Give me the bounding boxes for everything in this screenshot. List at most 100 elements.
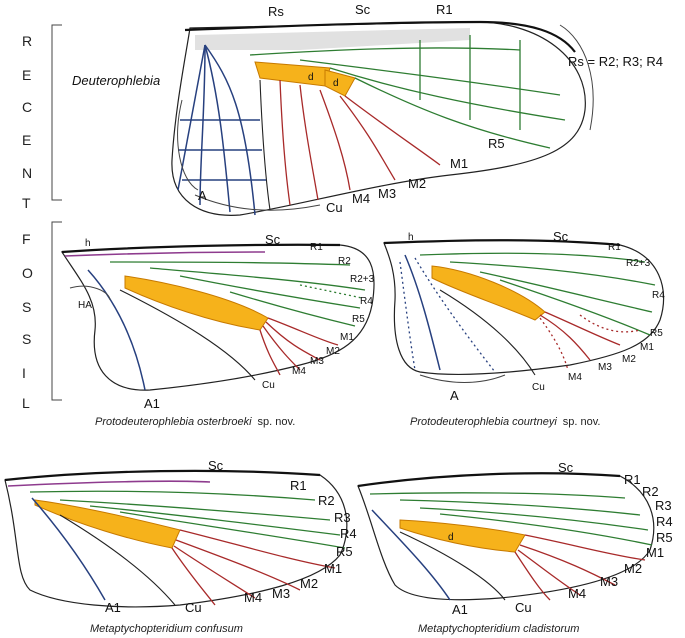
m2-label: M2	[624, 561, 642, 576]
side-letter: L	[22, 395, 31, 411]
rs-arrow	[559, 24, 594, 131]
a-label: A	[450, 388, 459, 403]
side-letter: E	[22, 132, 32, 148]
anal-vein	[371, 509, 451, 601]
caption-osterbroeki: Protodeuterophlebia osterbroeki sp. nov.	[95, 416, 295, 428]
caption-species: Protodeuterophlebia courtneyi	[410, 416, 557, 428]
recent-side-label: R E C E N T	[22, 24, 62, 211]
sc-label: Sc	[265, 232, 281, 247]
anal-vein	[199, 44, 206, 206]
m2-label: M2	[300, 576, 318, 591]
anal-crossvein	[178, 119, 266, 181]
radius-vein	[354, 77, 551, 149]
discal-cell	[124, 275, 269, 331]
media-vein	[514, 534, 646, 601]
a1-label: A1	[144, 396, 160, 411]
media-vein	[339, 95, 396, 181]
side-letter: S	[22, 331, 32, 347]
rs-label: Rs	[268, 4, 284, 19]
anal-vein	[87, 269, 146, 391]
r4-label: R4	[652, 290, 665, 301]
caption-suffix: sp. nov.	[563, 416, 601, 428]
r1-label: R1	[608, 242, 621, 253]
m4-label: M4	[568, 586, 586, 601]
caption-confusum: Metaptychopteridium confusum	[90, 623, 243, 635]
m4-label: M4	[352, 191, 370, 206]
costal-shading	[195, 28, 470, 50]
fossil-wing-courtneyi: h Sc R1 R2+3 R4 R5 M1 M2 M3 M4 Cu A Prot…	[383, 229, 665, 428]
fossil-side-label: F O S S I L	[22, 221, 62, 411]
r5-label: R5	[650, 328, 663, 339]
caption-suffix: sp. nov.	[258, 416, 296, 428]
media-vein	[259, 317, 339, 376]
m2-label: M2	[326, 346, 340, 357]
fossil-wing-confusum: Sc R1 R2 R3 R4 R5 M1 M2 M3 M4 Cu A1 Meta…	[4, 458, 357, 635]
side-letter: E	[22, 67, 32, 83]
r4-label: R4	[360, 296, 373, 307]
m2-label: M2	[408, 176, 426, 191]
sc-label: Sc	[558, 460, 574, 475]
radius-vein	[299, 59, 561, 96]
h-label: h	[85, 238, 91, 249]
r2-label: R2	[338, 256, 351, 267]
side-letter: N	[22, 165, 33, 181]
m1-label: M1	[340, 332, 354, 343]
a1-label: A1	[452, 602, 468, 617]
sc-vein	[64, 251, 266, 257]
m3-label: M3	[272, 586, 290, 601]
side-letter: C	[22, 99, 33, 115]
side-letter: T	[22, 195, 32, 211]
r23-label: R2+3	[626, 258, 651, 269]
costa-vein	[184, 20, 576, 53]
a-label: A	[198, 188, 207, 203]
anal-vein	[204, 44, 256, 216]
cubitus-vein	[259, 79, 271, 211]
m2-label: M2	[622, 354, 636, 365]
side-letter: F	[22, 231, 32, 247]
r2-label: R2	[642, 484, 659, 499]
m3-label: M3	[310, 356, 324, 367]
r5-label: R5	[336, 544, 353, 559]
cu-label: Cu	[532, 382, 545, 393]
anal-vein	[31, 497, 106, 601]
radius-vein	[369, 492, 653, 546]
media-vein	[279, 79, 291, 206]
anal-arrow	[177, 99, 199, 191]
r1-label: R1	[310, 242, 323, 253]
recent-brace	[51, 24, 62, 201]
cubitus-vein	[119, 289, 256, 381]
sc-label: Sc	[553, 229, 569, 244]
cubitus-vein	[439, 289, 536, 376]
r3-label: R3	[334, 510, 351, 525]
discal-cell	[399, 519, 526, 553]
cubitus-vein	[399, 531, 506, 601]
r5-label: R5	[656, 530, 673, 545]
m1-label: M1	[450, 156, 468, 171]
m1-label: M1	[646, 545, 664, 560]
radius-vein	[249, 47, 521, 56]
radius-vein	[329, 67, 566, 121]
caption-courtneyi: Protodeuterophlebia courtneyi sp. nov.	[410, 416, 600, 428]
cell-d-label: d	[448, 532, 454, 543]
discal-cell	[431, 265, 546, 321]
fossil-brace	[51, 221, 62, 401]
r1-label: R1	[624, 472, 641, 487]
side-letter: I	[22, 365, 27, 381]
cell-d-label: d	[308, 72, 314, 83]
media-vein-dotted	[539, 314, 641, 371]
costa-vein	[357, 472, 621, 488]
cu-label: Cu	[326, 200, 343, 215]
cell-d-label: d	[333, 78, 339, 89]
media-vein	[299, 84, 319, 201]
anal-vein	[177, 44, 206, 191]
ha-label: HA	[78, 300, 92, 311]
m3-label: M3	[378, 186, 396, 201]
r3-label: R3	[655, 498, 672, 513]
discal-cell	[254, 61, 331, 87]
r23-label: R2+3	[350, 274, 375, 285]
r1-label: R1	[436, 2, 453, 17]
m3-label: M3	[600, 574, 618, 589]
side-letter: O	[22, 265, 34, 281]
radius-vein	[109, 261, 366, 327]
